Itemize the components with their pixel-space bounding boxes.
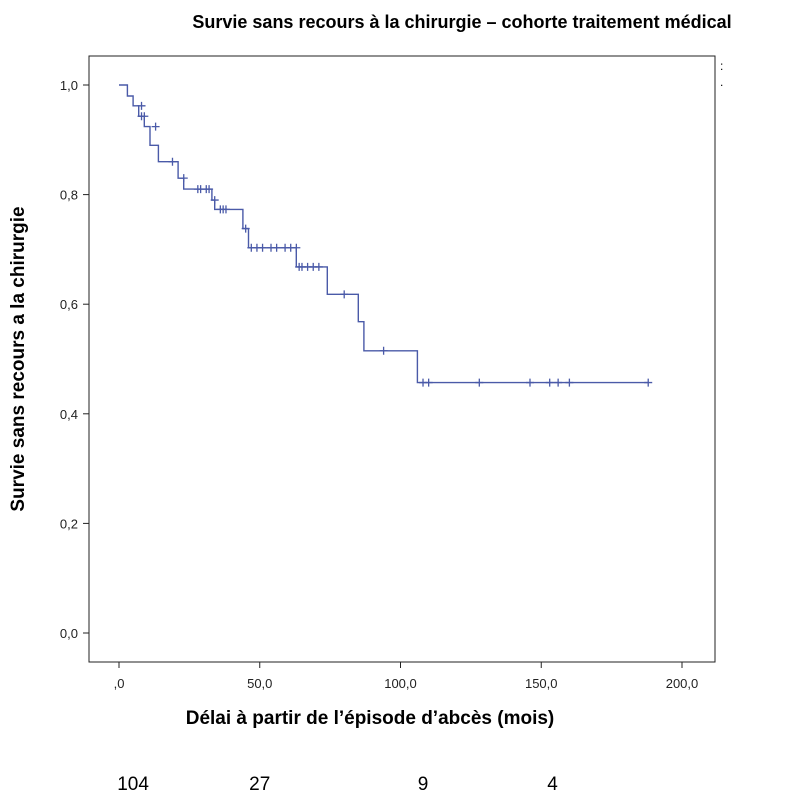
- x-tick-label: ,0: [114, 676, 125, 691]
- number-at-risk-row: 104 27 9 4: [117, 774, 558, 795]
- y-tick-label: 0,2: [60, 516, 78, 531]
- x-axis-label: Délai à partir de l’épisode d’abcès (moi…: [186, 708, 555, 729]
- corner-mark-top: :: [720, 59, 723, 73]
- censor-mark: [205, 185, 214, 194]
- plot-area: [88, 55, 716, 663]
- censor-mark: [545, 378, 554, 387]
- y-tick-label: 1,0: [60, 78, 78, 93]
- x-tick-label: 50,0: [247, 676, 272, 691]
- censor-mark: [340, 290, 349, 299]
- censor-mark: [292, 243, 301, 252]
- censor-mark: [554, 378, 563, 387]
- chart-title: Survie sans recours à la chirurgie – coh…: [192, 12, 731, 32]
- y-tick-label: 0,8: [60, 188, 78, 203]
- y-axis-label: Survie sans recours a la chirurgie: [8, 206, 29, 511]
- survival-step-line: [119, 84, 649, 384]
- x-tick-label: 150,0: [525, 676, 558, 691]
- censor-mark: [644, 378, 653, 387]
- censor-mark: [210, 196, 219, 205]
- censor-mark: [565, 378, 574, 387]
- number-at-risk-value: 4: [547, 774, 558, 795]
- y-axis: 0,0 0,2 0,4 0,6 0,8 1,0: [60, 78, 89, 641]
- y-tick-label: 0,0: [60, 626, 78, 641]
- censor-mark: [168, 157, 177, 166]
- censor-mark: [258, 243, 267, 252]
- number-at-risk-value: 104: [117, 774, 149, 795]
- censor-mark: [140, 112, 149, 121]
- x-tick-label: 100,0: [384, 676, 417, 691]
- x-axis: ,0 50,0 100,0 150,0 200,0: [114, 662, 699, 691]
- number-at-risk-value: 27: [249, 774, 270, 795]
- censor-mark: [151, 122, 160, 131]
- y-tick-label: 0,4: [60, 407, 78, 422]
- censor-mark: [137, 101, 146, 110]
- censor-mark: [221, 205, 230, 214]
- censor-mark: [179, 174, 188, 183]
- y-tick-label: 0,6: [60, 297, 78, 312]
- x-tick-label: 200,0: [666, 676, 699, 691]
- censor-marks: [137, 101, 653, 387]
- censor-mark: [314, 262, 323, 271]
- censor-mark: [241, 224, 250, 233]
- corner-mark-bottom: .: [720, 75, 723, 89]
- censor-mark: [525, 378, 534, 387]
- censor-mark: [475, 378, 484, 387]
- censor-mark: [424, 378, 433, 387]
- censor-mark: [379, 346, 388, 355]
- number-at-risk-value: 9: [418, 774, 429, 795]
- censor-mark: [272, 243, 281, 252]
